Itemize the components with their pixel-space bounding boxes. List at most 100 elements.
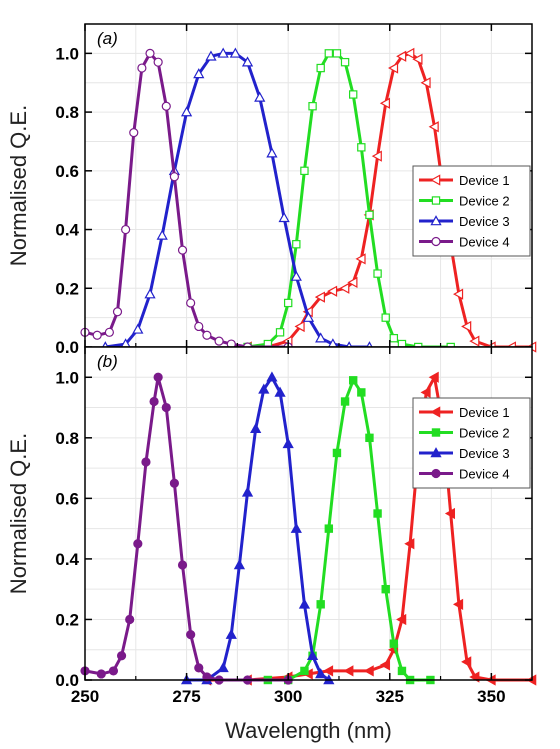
y-axis-title: Normalised Q.E.	[6, 105, 31, 266]
data-point	[202, 672, 212, 682]
data-point	[324, 49, 334, 58]
data-point	[412, 53, 423, 65]
data-point	[357, 388, 366, 397]
panel-b: 0.0 0.2 0.4 0.6 0.8 1.0 250 275 300 325 350 Wavelen…	[6, 346, 537, 743]
data-point	[300, 666, 309, 676]
data-point	[428, 121, 439, 133]
data-point	[379, 659, 390, 671]
data-point	[258, 383, 270, 394]
data-point	[132, 323, 144, 334]
data-point	[116, 651, 127, 661]
series-4	[80, 48, 293, 352]
data-point	[365, 433, 374, 443]
panel-label: (b)	[97, 352, 118, 371]
data-point	[404, 538, 415, 550]
data-point	[283, 298, 293, 308]
data-point	[241, 486, 254, 497]
series-line	[186, 375, 330, 682]
data-point	[298, 598, 311, 609]
data-point	[314, 291, 325, 303]
data-point	[373, 269, 382, 278]
data-point	[156, 229, 168, 240]
data-point	[389, 333, 399, 343]
legend-entry: Device 4	[459, 467, 510, 482]
data-point	[177, 245, 188, 255]
data-point	[225, 628, 237, 639]
y-tick-label: 0.0	[55, 338, 79, 357]
data-point	[145, 48, 155, 58]
data-point	[357, 143, 366, 152]
data-point	[397, 666, 407, 676]
y-tick-label: 0.4	[55, 221, 79, 240]
data-point	[96, 669, 106, 679]
data-point	[169, 172, 179, 182]
x-tick-label: 275	[172, 687, 200, 706]
legend-marker	[430, 174, 441, 186]
data-point	[379, 97, 390, 109]
legend-marker	[431, 428, 441, 437]
data-point	[194, 663, 204, 673]
data-point	[308, 102, 317, 111]
data-point	[404, 47, 415, 59]
data-point	[363, 665, 374, 677]
data-point	[137, 63, 147, 73]
data-point	[92, 330, 102, 340]
data-point	[340, 397, 350, 406]
data-point	[282, 438, 294, 449]
data-point	[290, 270, 302, 281]
legend-marker	[430, 447, 442, 458]
x-tick-label: 350	[477, 687, 505, 706]
data-point	[202, 330, 212, 340]
data-point	[229, 47, 241, 58]
data-point	[186, 298, 196, 308]
data-point	[381, 313, 390, 322]
data-point	[129, 128, 139, 138]
legend-entry: Device 3	[459, 214, 510, 229]
legend-marker	[431, 196, 441, 205]
data-point	[343, 665, 354, 677]
series-3	[99, 47, 376, 352]
data-point	[254, 91, 266, 102]
data-point	[193, 68, 205, 79]
data-point	[349, 90, 358, 99]
data-point	[453, 598, 464, 610]
legend-entry: Device 2	[459, 194, 510, 209]
data-point	[294, 320, 305, 333]
data-point	[420, 77, 431, 89]
data-point	[214, 336, 224, 346]
data-point	[121, 224, 131, 235]
data-point	[332, 448, 342, 458]
data-point	[444, 507, 456, 520]
y-tick-label: 0.2	[55, 610, 79, 629]
x-tick-label: 325	[376, 687, 404, 706]
data-point	[453, 288, 464, 300]
y-tick-label: 0.2	[55, 279, 79, 298]
y-tick-label: 0.6	[55, 489, 79, 508]
data-point	[266, 371, 278, 382]
legend-entry: Device 2	[459, 426, 510, 441]
data-point	[205, 50, 217, 61]
data-point	[144, 288, 156, 299]
x-axis-title: Wavelength (nm)	[225, 718, 392, 743]
data-point	[233, 559, 246, 570]
legend-entry: Device 3	[459, 446, 510, 461]
data-point	[274, 386, 286, 397]
x-tick-label: 300	[274, 687, 302, 706]
data-point	[396, 613, 407, 626]
data-point	[250, 422, 262, 434]
data-point	[149, 396, 159, 407]
data-point	[332, 49, 342, 58]
data-point	[290, 522, 302, 533]
data-point	[315, 668, 327, 679]
data-point	[169, 478, 179, 488]
data-point	[316, 600, 325, 609]
data-point	[316, 63, 325, 73]
data-point	[186, 629, 196, 640]
data-point	[365, 210, 374, 220]
data-point	[104, 327, 114, 337]
data-point	[355, 253, 366, 265]
data-point	[194, 321, 204, 332]
data-point	[428, 371, 439, 383]
data-point	[339, 282, 350, 294]
